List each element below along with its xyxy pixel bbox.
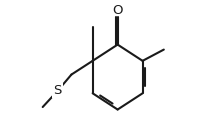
- Text: S: S: [54, 84, 62, 97]
- Text: O: O: [112, 4, 123, 16]
